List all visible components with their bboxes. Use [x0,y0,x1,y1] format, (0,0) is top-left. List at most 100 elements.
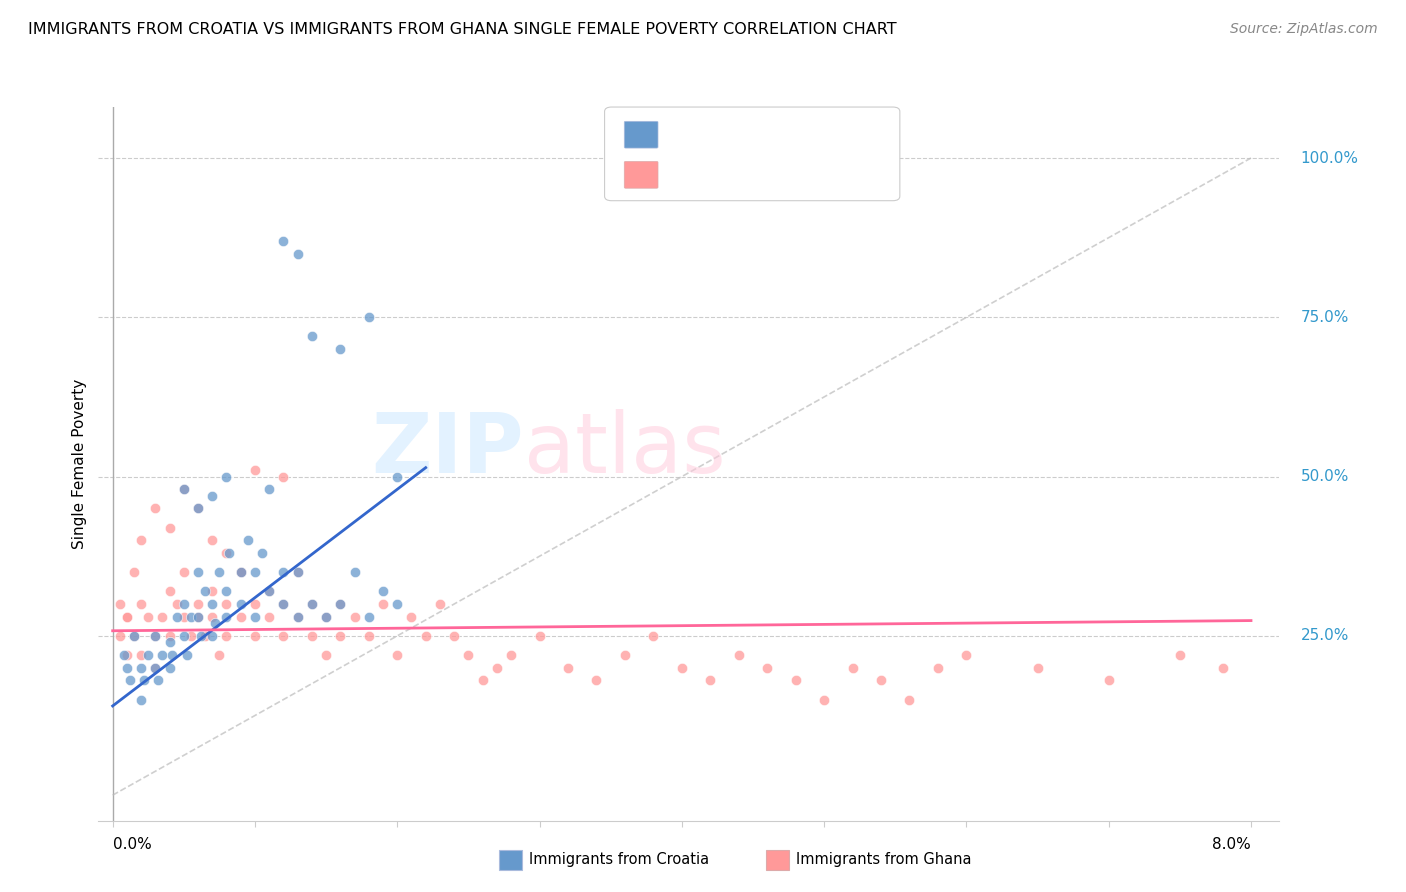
Point [115,609,138,624]
Point [201,533,224,548]
Point [208,565,231,579]
Point [115,661,138,675]
Point [136,648,159,662]
Point [215,469,238,483]
Point [187,597,209,611]
Point [201,629,224,643]
Point [927,661,949,675]
Point [129,692,152,706]
Point [343,565,366,579]
Point [273,629,295,643]
Point [415,629,437,643]
Point [236,533,259,548]
Point [401,609,423,624]
Point [159,635,181,649]
Point [387,648,409,662]
Point [287,609,309,624]
Point [129,597,152,611]
Point [273,597,295,611]
Point [785,673,807,688]
Point [152,648,174,662]
Text: R = 0.009: R = 0.009 [665,166,741,180]
Point [371,584,394,599]
Point [613,648,636,662]
Point [229,609,252,624]
Point [898,692,921,706]
Point [287,565,309,579]
Point [208,648,231,662]
Point [343,609,366,624]
Point [194,629,217,643]
Text: 25.0%: 25.0% [1301,628,1350,643]
Point [329,597,352,611]
Point [166,597,188,611]
Point [643,629,665,643]
Point [329,342,352,356]
Point [756,661,779,675]
Point [187,609,209,624]
Point [229,565,252,579]
Point [215,584,238,599]
Point [152,609,174,624]
Point [132,673,155,688]
Point [315,609,337,624]
Text: IMMIGRANTS FROM CROATIA VS IMMIGRANTS FROM GHANA SINGLE FEMALE POVERTY CORRELATI: IMMIGRANTS FROM CROATIA VS IMMIGRANTS FR… [28,22,897,37]
Point [176,648,198,662]
Point [443,629,465,643]
Point [173,609,195,624]
Point [108,629,131,643]
Text: 8.0%: 8.0% [1212,837,1251,852]
Point [1212,661,1234,675]
Point [371,597,394,611]
Point [499,648,522,662]
Point [215,597,238,611]
Point [180,609,202,624]
Point [273,234,295,248]
Text: 50.0%: 50.0% [1301,469,1350,484]
Point [173,629,195,643]
Point [387,469,409,483]
Point [143,661,166,675]
Point [243,629,266,643]
Point [201,489,224,503]
Point [218,546,240,560]
Point [129,661,152,675]
Point [301,329,323,343]
Point [201,597,224,611]
Point [143,629,166,643]
Point [173,597,195,611]
Point [287,565,309,579]
Point [108,597,131,611]
Point [166,609,188,624]
Point [136,609,159,624]
Text: N = 60: N = 60 [801,126,859,140]
Point [485,661,508,675]
Point [143,501,166,516]
Point [329,629,352,643]
Point [118,673,141,688]
Point [115,609,138,624]
Point [187,501,209,516]
Point [357,629,380,643]
Point [143,661,166,675]
Text: 0.0%: 0.0% [112,837,152,852]
Point [129,648,152,662]
Point [257,483,280,497]
Point [180,629,202,643]
Point [257,609,280,624]
Text: 100.0%: 100.0% [1301,151,1358,166]
Point [187,501,209,516]
Point [529,629,551,643]
Point [162,648,184,662]
Point [122,629,145,643]
Point [173,565,195,579]
Point [129,533,152,548]
Point [229,565,252,579]
Point [194,584,217,599]
Text: ZIP: ZIP [371,409,523,490]
Point [229,597,252,611]
Point [215,609,238,624]
Point [159,629,181,643]
Point [187,565,209,579]
Point [187,609,209,624]
